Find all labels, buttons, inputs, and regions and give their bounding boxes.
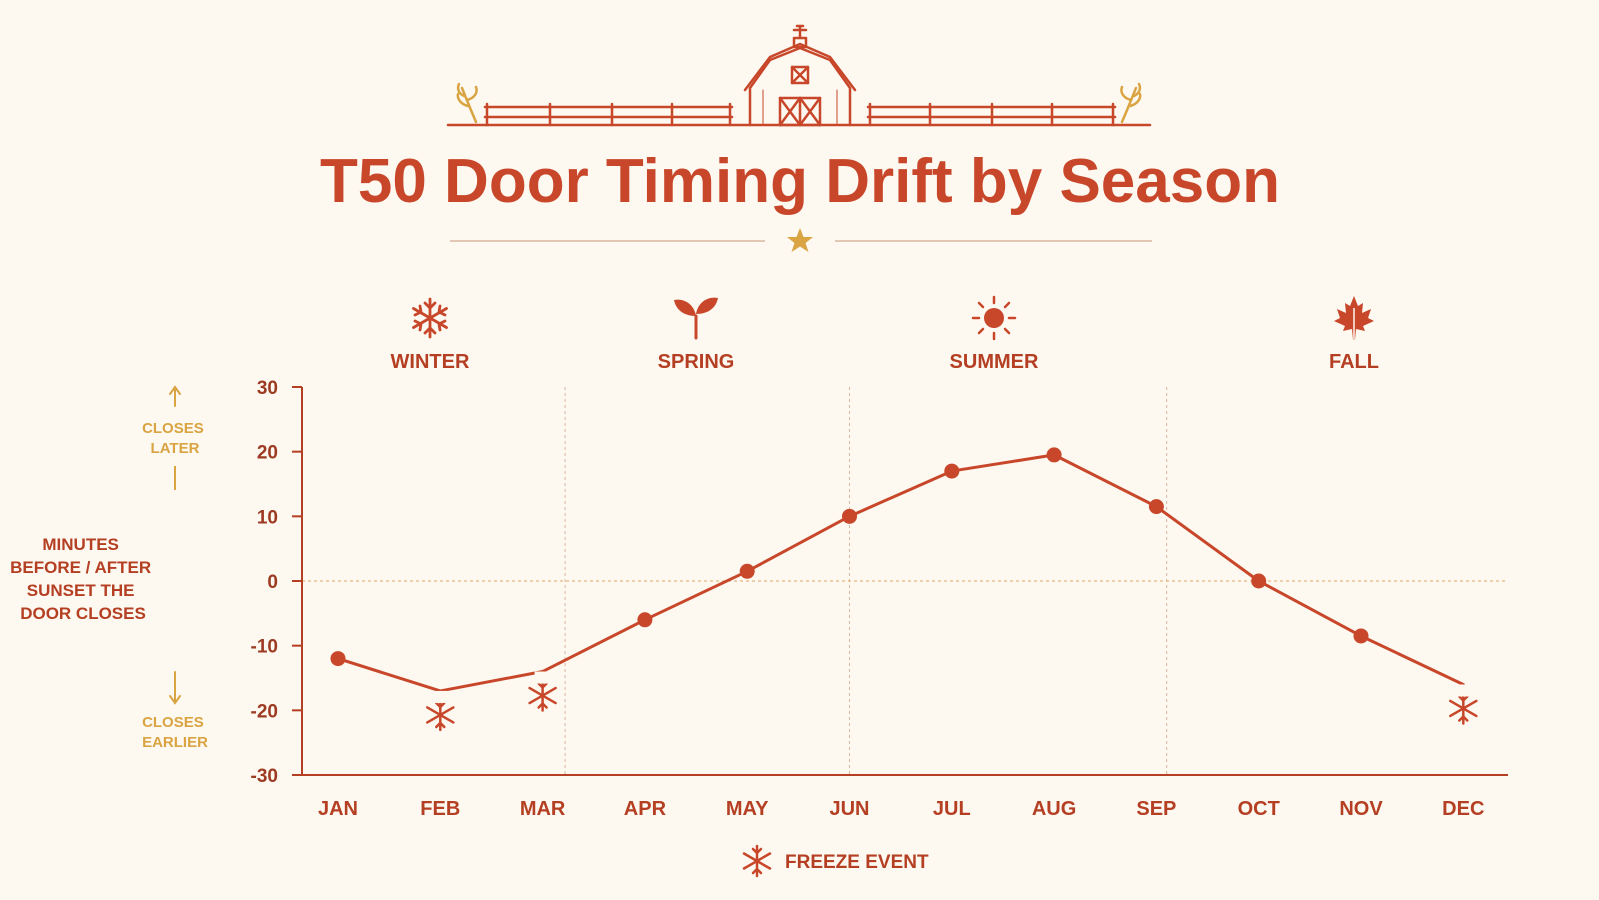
snowflake-stroke [426,706,455,724]
x-tick-label: JUN [829,798,869,820]
data-point [842,508,857,524]
snowflake-icon [412,297,448,339]
data-point [1353,628,1369,644]
x-tick-label: DEC [1442,798,1484,820]
y-axis-ticks: 30 20 10 0 -10 -20 -30 [251,378,302,787]
snowflake-gap [534,671,551,684]
y-axis-label-line: DOOR CLOSES [20,604,146,623]
y-tick-label: -10 [251,637,278,658]
barn-header-illustration [446,24,1152,127]
freeze-event-snowflake-icon [528,671,557,712]
x-tick-label: MAR [520,798,566,820]
y-axis-label-line: BEFORE / AFTER [10,558,151,577]
x-tick-label: OCT [1238,798,1280,820]
y-axis-label: MINUTES BEFORE / AFTER SUNSET THE DOOR C… [10,535,156,623]
season-label-winter: WINTER [391,351,470,373]
data-point [1251,573,1267,589]
y-tick-label: 30 [257,378,278,399]
closes-later-indicator: CLOSES LATER [142,385,208,490]
legend: FREEZE EVENT [742,844,929,878]
wheat-sprig-left-icon [456,82,478,124]
snowflake-stroke [435,701,446,729]
x-tick-label: JUL [933,798,971,820]
data-point [944,463,960,479]
data-point [1148,499,1164,515]
series-line [336,453,1465,693]
title-divider [450,228,1152,252]
x-tick-label: NOV [1339,798,1383,820]
series-markers [330,447,1478,732]
legend-label: FREEZE EVENT [785,852,929,873]
snowflake-gap [432,690,449,703]
closes-later-line: CLOSES [142,420,204,437]
data-point [1046,447,1062,463]
closes-earlier-line: CLOSES [142,714,204,731]
data-point [330,651,346,667]
freeze-event-snowflake-icon [426,690,455,732]
x-tick-label: APR [624,798,667,820]
x-axis-ticks: JAN FEB MAR APR MAY JUN JUL AUG SEP OCT NOV DEC [318,798,1484,820]
arrow-down-icon [169,671,181,705]
y-axis-label-line: MINUTES [42,535,119,554]
season-label-spring: SPRING [658,351,735,373]
snowflake-stroke [537,682,548,709]
closes-later-line: LATER [151,440,200,457]
x-tick-label: AUG [1032,798,1076,820]
maple-leaf-icon [1334,296,1374,340]
closes-earlier-indicator: CLOSES EARLIER [142,671,208,751]
arrow-up-icon [169,385,181,407]
snowflake-stroke [1449,699,1478,718]
season-label-fall: FALL [1329,351,1379,373]
closes-earlier-line: EARLIER [142,734,208,751]
legend-snowflake-icon [742,844,772,878]
freeze-event-snowflake-icon [1449,684,1478,725]
y-axis-label-line: SUNSET THE [27,581,135,600]
y-tick-label: 0 [267,572,278,593]
closes-earlier-label: CLOSES EARLIER [142,714,208,751]
y-tick-label: -30 [251,766,278,787]
x-tick-label: SEP [1136,798,1176,820]
y-tick-label: -20 [251,701,278,722]
closes-later-label: CLOSES LATER [142,420,208,457]
x-tick-label: FEB [420,798,460,820]
y-tick-label: 20 [257,443,278,464]
sprout-icon [674,297,718,340]
data-point [637,612,653,628]
data-point [739,563,755,579]
sun-icon [971,295,1017,341]
snowflake-gap [1455,684,1472,697]
star-icon [787,228,813,252]
chart-title: T50 Door Timing Drift by Season [320,147,1280,216]
snowflake-stroke [1458,695,1469,722]
wheat-sprig-right-icon [1120,82,1142,124]
x-tick-label: MAY [726,798,769,820]
x-tick-label: JAN [318,798,358,820]
snowflake-stroke [528,686,557,705]
series-polyline [336,453,1465,693]
y-tick-label: 10 [257,507,278,528]
season-label-summer: SUMMER [950,351,1039,373]
